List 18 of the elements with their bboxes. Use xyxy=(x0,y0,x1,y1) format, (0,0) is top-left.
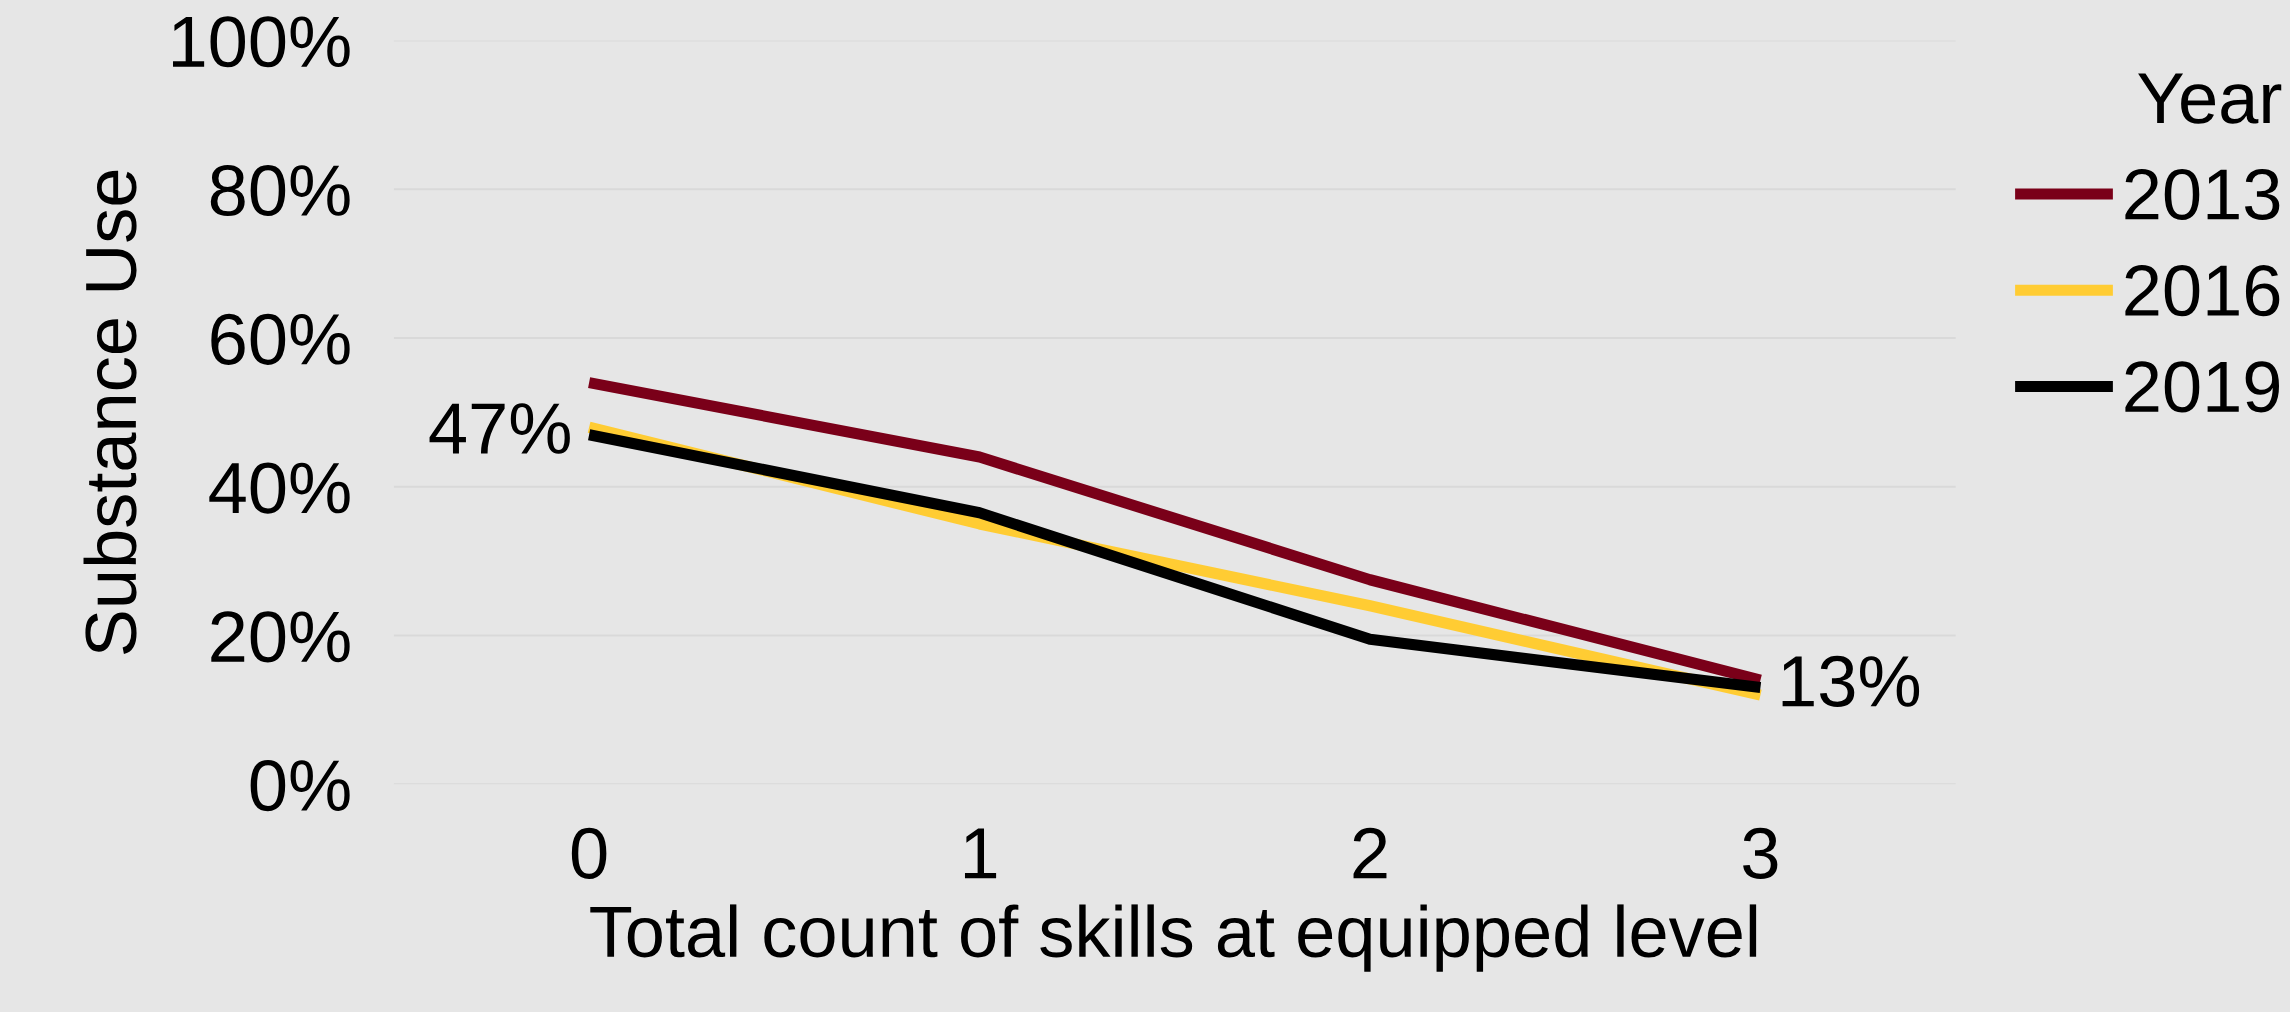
y-tick-label: 80% xyxy=(210,164,350,217)
x-tick-label: 1 xyxy=(964,828,997,879)
data-label: 13% xyxy=(1782,655,1920,707)
legend-title: Year xyxy=(2138,73,2282,124)
legend-label: 2016 xyxy=(2125,265,2280,317)
data-label: 47% xyxy=(429,403,570,454)
legend-label: 2019 xyxy=(2125,361,2280,413)
x-axis-title: Total count of skills at equipped level xyxy=(590,904,1757,972)
y-axis-title: Substance Use xyxy=(83,170,137,654)
y-tick-label: 20% xyxy=(211,611,350,663)
legend-label: 2013 xyxy=(2125,168,2280,221)
x-tick-label: 3 xyxy=(1743,827,1778,880)
y-tick-label: 60% xyxy=(211,313,350,365)
y-tick-label: 100% xyxy=(173,16,350,68)
y-tick-label: 40% xyxy=(209,462,350,514)
y-tick-label: 0% xyxy=(250,760,350,812)
x-tick-label: 2 xyxy=(1353,827,1387,879)
x-tick-label: 0 xyxy=(571,827,607,880)
